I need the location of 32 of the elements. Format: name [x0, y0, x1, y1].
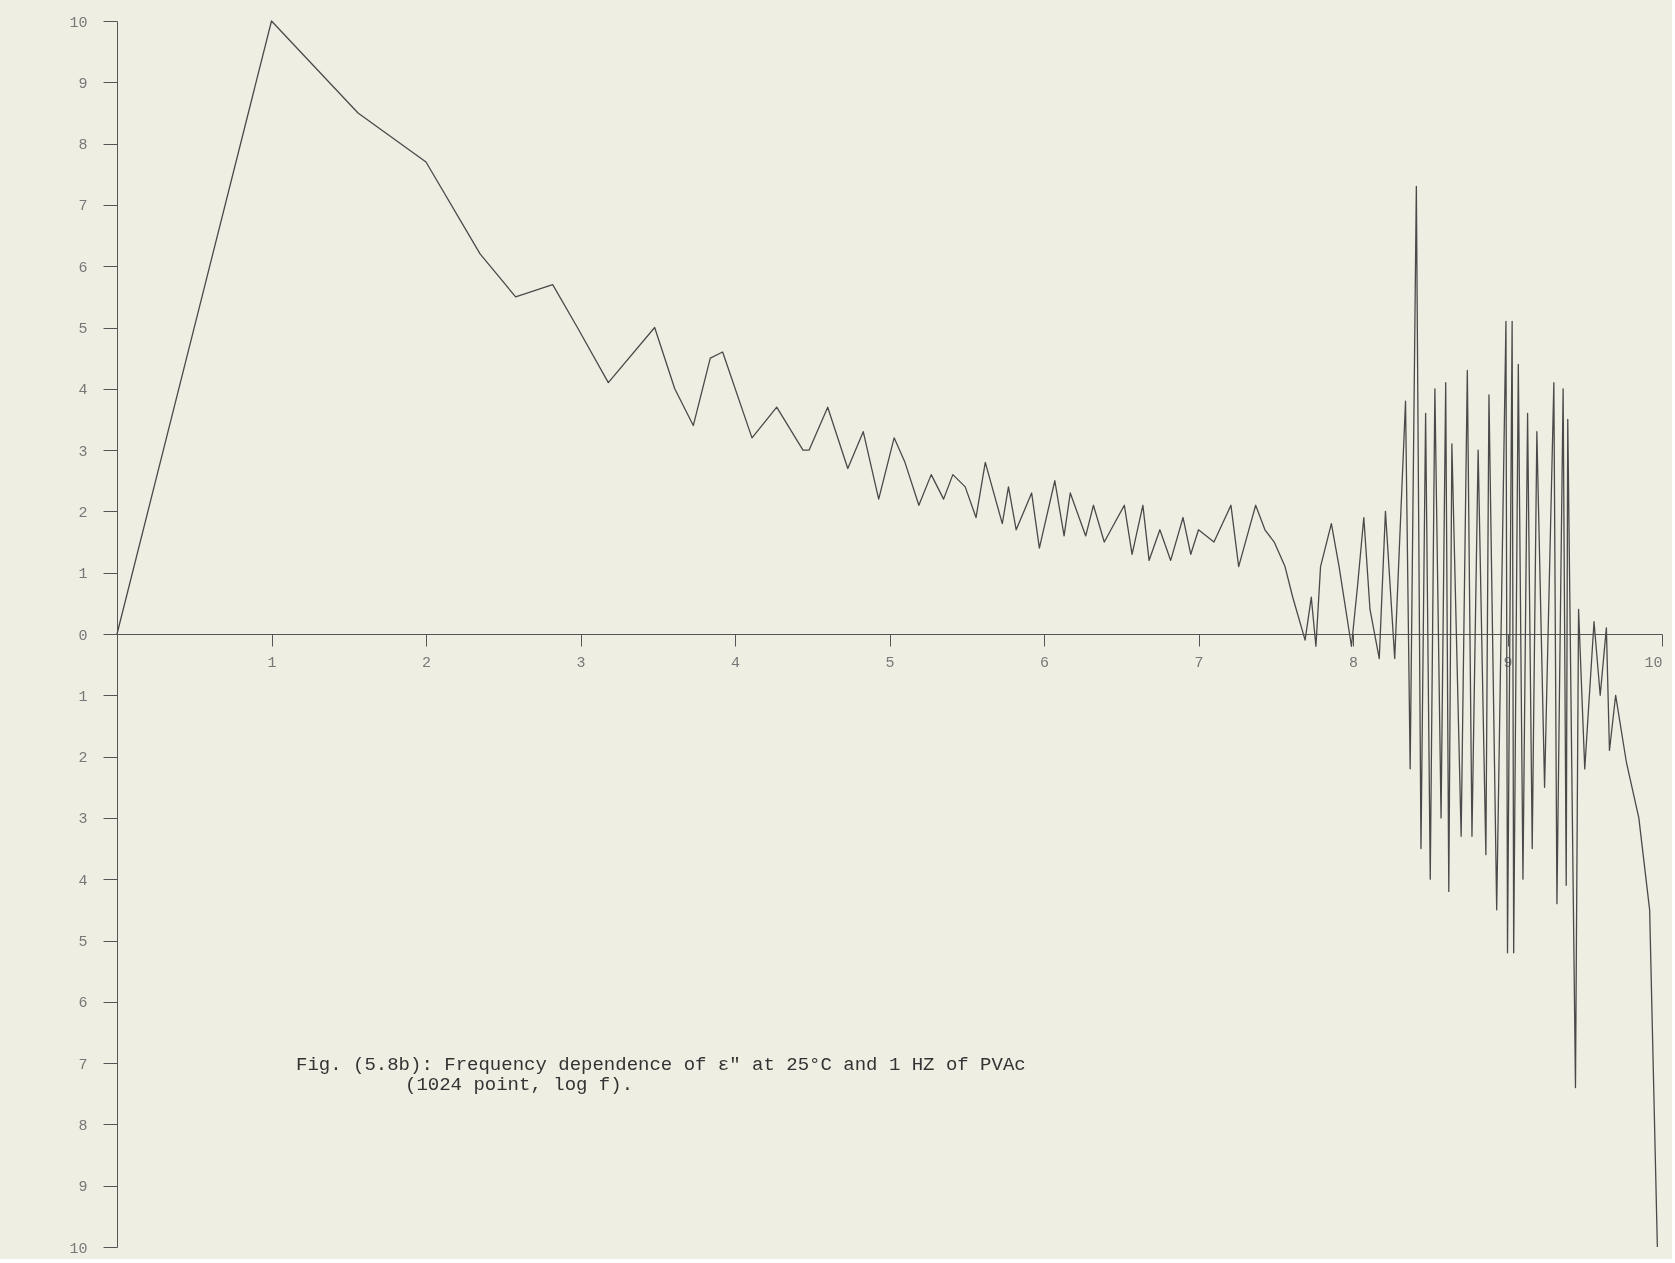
- x-tick-label: 10: [1644, 654, 1663, 672]
- annotation: Fig. (5.8b): Frequency dependence of ε" at 25°C and 1 HZ of PVAc: [296, 1054, 1026, 1076]
- y-tick-label: 2: [78, 750, 88, 768]
- y-tick-label: 3: [78, 443, 88, 461]
- x-tick-label: 8: [1348, 654, 1359, 672]
- y-tick-label: 9: [78, 1179, 88, 1197]
- x-tick-label: 2: [421, 654, 432, 672]
- x-tick-label: 3: [576, 654, 586, 672]
- y-tick-label: 5: [78, 321, 88, 338]
- y-tick-label: 6: [78, 259, 88, 277]
- x-tick-label: 5: [885, 654, 895, 672]
- y-tick-label: 0: [78, 627, 88, 645]
- y-tick-label: 4: [78, 382, 88, 400]
- y-tick-label: 2: [78, 504, 88, 522]
- y-tick-label: 5: [78, 934, 88, 951]
- y-tick-label: 6: [78, 995, 88, 1013]
- y-tick-label: 3: [78, 811, 88, 829]
- y-tick-label: 7: [78, 198, 88, 216]
- y-tick-label: 1: [78, 688, 88, 706]
- annotation: (1024 point, log f).: [405, 1074, 634, 1096]
- x-tick-label: 6: [1039, 654, 1050, 672]
- y-tick-label: 8: [78, 1117, 88, 1135]
- y-tick-label: 4: [78, 872, 88, 890]
- y-tick-label: 1: [78, 566, 88, 584]
- x-tick-label: 4: [730, 654, 741, 672]
- y-tick-label: 10: [69, 1240, 88, 1258]
- y-tick-label: 7: [78, 1056, 88, 1074]
- x-tick-label: 1: [267, 654, 277, 672]
- x-tick-label: 7: [1194, 654, 1204, 672]
- y-tick-label: 8: [78, 137, 88, 155]
- y-tick-label: 9: [78, 75, 88, 93]
- y-tick-label: 10: [69, 14, 88, 32]
